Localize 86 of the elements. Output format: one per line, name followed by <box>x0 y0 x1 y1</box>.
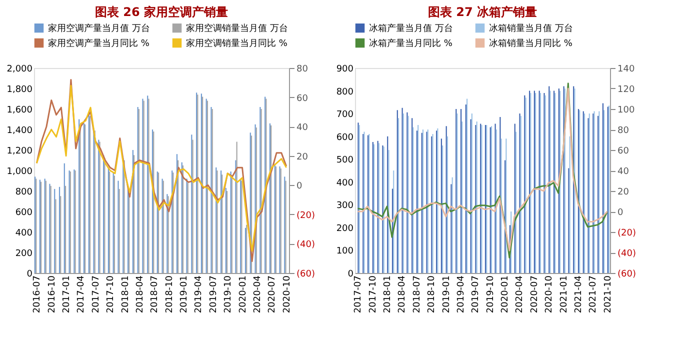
y2-tick-label: 20 <box>618 188 630 198</box>
legend-label: 家用空调产量当月值 万台 <box>48 23 150 34</box>
y-tick-label: 200 <box>336 224 354 234</box>
y2-tick-label: 40 <box>296 123 308 134</box>
x-tick-label: 2019-01 <box>180 276 190 314</box>
x-tick-label: 2020-07 <box>268 276 278 314</box>
x-tick-label: 2018-07 <box>150 276 160 314</box>
y2-tick-label: (40) <box>296 240 315 250</box>
y-tick-label: 400 <box>336 178 354 188</box>
x-tick-label: 2018-10 <box>164 275 175 314</box>
x-tick-label: 2017-10 <box>368 275 378 314</box>
y-tick-label: 0 <box>26 270 33 280</box>
chart-title: 图表 26 家用空调产销量 <box>94 5 228 19</box>
legend-label: 家用空调销量当月值 万台 <box>186 23 288 34</box>
legend-label: 冰箱产量当月值 万台 <box>369 23 453 34</box>
x-tick-label: 2017-07 <box>354 276 364 314</box>
y-tick-label: 1,400 <box>6 126 33 136</box>
y-tick-label: 0 <box>348 270 354 280</box>
x-tick-label: 2019-04 <box>456 275 466 314</box>
x-tick-label: 2020-04 <box>252 275 263 314</box>
x-tick-label: 2018-04 <box>398 275 408 314</box>
x-tick-label: 2021-07 <box>588 276 599 314</box>
y2-tick-label: 80 <box>618 126 630 136</box>
y-tick-label: 400 <box>15 228 33 238</box>
y-tick-label: 1,200 <box>6 146 33 156</box>
y-tick-label: 300 <box>336 201 354 212</box>
legend-label: 冰箱销量当月值 万台 <box>489 23 573 34</box>
y-tick-label: 500 <box>336 156 354 166</box>
y-tick-label: 600 <box>15 208 33 218</box>
y-tick-label: 700 <box>336 110 354 120</box>
x-tick-label: 2018-01 <box>120 276 131 314</box>
y-tick-label: 900 <box>336 64 354 74</box>
y2-tick-label: 60 <box>296 94 308 104</box>
y-tick-label: 100 <box>336 246 354 257</box>
x-tick-label: 2019-01 <box>442 276 452 314</box>
legend-label: 冰箱销量当月同比 % <box>489 38 573 49</box>
x-tick-label: 2019-07 <box>208 276 219 314</box>
chart-title: 图表 27 冰箱产销量 <box>428 5 538 19</box>
y2-tick-label: 60 <box>618 146 630 156</box>
y2-tick-label: (60) <box>618 270 636 280</box>
y2-tick-label: 20 <box>296 152 308 162</box>
x-tick-label: 2019-07 <box>471 276 482 314</box>
y2-tick-label: 140 <box>618 64 635 74</box>
y2-tick-label: (20) <box>296 210 315 221</box>
x-tick-label: 2016-07 <box>32 276 43 314</box>
x-tick-label: 2020-01 <box>238 276 248 314</box>
y2-tick-label: 40 <box>618 167 630 177</box>
y2-tick-label: 0 <box>296 182 302 192</box>
y2-tick-label: (40) <box>618 249 636 259</box>
x-tick-label: 2016-10 <box>47 275 58 314</box>
x-tick-label: 2017-07 <box>91 276 102 314</box>
y-tick-label: 1,600 <box>6 106 33 116</box>
y-tick-label: 600 <box>336 132 354 143</box>
x-tick-label: 2021-10 <box>603 275 614 314</box>
y-tick-label: 800 <box>15 188 33 198</box>
y-tick-label: 800 <box>336 87 354 98</box>
x-tick-label: 2018-07 <box>412 276 422 314</box>
x-tick-label: 2019-10 <box>224 275 234 314</box>
x-tick-label: 2018-10 <box>427 275 438 314</box>
x-tick-label: 2018-01 <box>383 276 394 314</box>
y2-tick-label: 0 <box>618 208 624 218</box>
x-tick-label: 2017-04 <box>76 275 87 314</box>
y-tick-label: 200 <box>15 249 33 259</box>
x-tick-label: 2020-10 <box>282 275 292 314</box>
x-tick-label: 2017-10 <box>106 275 116 314</box>
x-tick-label: 2020-01 <box>500 276 511 314</box>
x-tick-label: 2017-01 <box>62 276 72 314</box>
y2-tick-label: 100 <box>618 106 635 116</box>
x-tick-label: 2020-04 <box>515 275 526 314</box>
y2-tick-label: (60) <box>296 270 315 280</box>
y2-tick-label: 80 <box>296 64 308 74</box>
legend-label: 冰箱产量当月同比 % <box>369 38 453 49</box>
x-tick-label: 2018-04 <box>135 275 146 314</box>
y2-tick-label: (20) <box>618 228 636 238</box>
x-tick-label: 2019-04 <box>194 275 204 314</box>
x-tick-label: 2021-01 <box>559 276 570 314</box>
y-tick-label: 2,000 <box>6 64 33 74</box>
x-tick-label: 2020-07 <box>530 276 540 314</box>
x-tick-label: 2020-10 <box>544 275 555 314</box>
y-tick-label: 1,800 <box>6 85 33 95</box>
legend-label: 家用空调销量当月同比 % <box>186 38 288 49</box>
x-tick-label: 2019-10 <box>486 275 496 314</box>
y-tick-label: 1,000 <box>6 167 33 177</box>
legend-label: 家用空调产量当月同比 % <box>48 38 150 49</box>
x-tick-label: 2021-04 <box>574 275 584 314</box>
y2-tick-label: 120 <box>618 85 635 95</box>
